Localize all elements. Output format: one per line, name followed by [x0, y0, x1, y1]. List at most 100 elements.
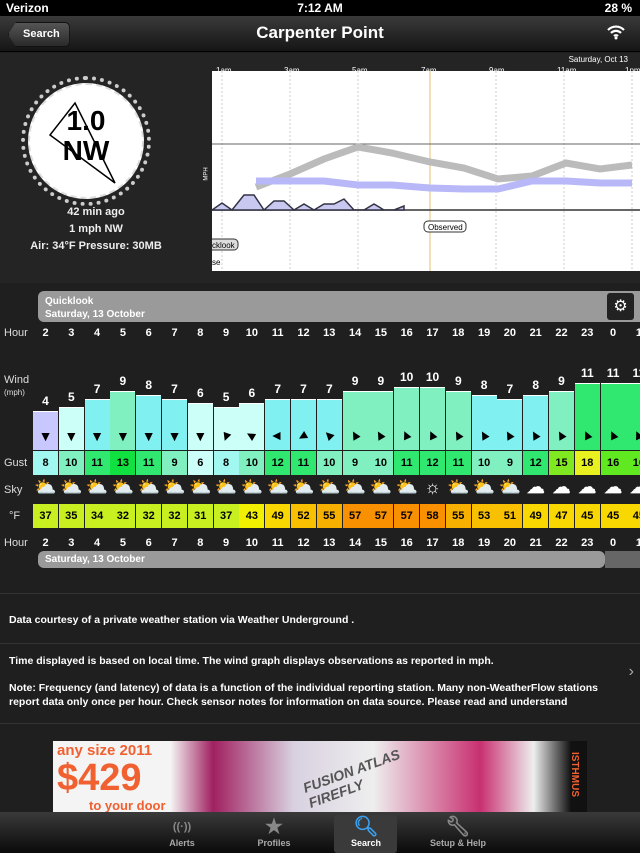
temp-cell: 51 [497, 504, 523, 528]
wind-unit-label: (mph) [4, 388, 25, 397]
scrollbar-thumb[interactable] [605, 551, 640, 568]
partly-sunny-icon: ⛅ [85, 477, 109, 497]
graph-time-label: 1pm [625, 66, 640, 75]
back-button[interactable]: Search [8, 22, 70, 47]
chevron-right-icon[interactable]: › [628, 663, 634, 680]
hour-cell: 14 [348, 327, 362, 339]
wind-graph[interactable]: Observed cklook se [207, 71, 640, 271]
hour-cell-bottom: 12 [297, 537, 310, 549]
wind-speed-value: 7 [274, 382, 282, 396]
wind-direction-arrow-icon: ▼ [193, 428, 208, 444]
wind-bar: ▼ [187, 403, 213, 450]
gust-cell: 12 [265, 451, 291, 475]
temp-cell: 47 [549, 504, 574, 528]
hour-cell: 4 [94, 327, 101, 339]
settings-gear-icon[interactable]: ⚙ [607, 293, 634, 320]
partly-sunny-icon: ⛅ [318, 477, 341, 497]
hour-cell: 21 [529, 327, 542, 339]
active-tab-highlight [334, 815, 397, 853]
mostly-cloudy-icon: ⛅ [498, 477, 522, 497]
advertisement-banner[interactable]: any size 2011 $429 to your door FUSION A… [53, 741, 587, 813]
wind-speed-value: 7 [300, 382, 307, 396]
wind-bar: ▼ [316, 399, 342, 450]
tab-search[interactable]: 🔍︎ Search [326, 814, 406, 853]
hour-cell-bottom: 22 [555, 537, 568, 549]
hour-cell: 13 [323, 327, 336, 339]
hour-cell: 9 [223, 327, 230, 339]
hour-cell: 7 [171, 327, 178, 339]
wind-direction: NW [62, 135, 110, 166]
y-axis-label: MPH [203, 167, 210, 181]
quicklook-date: Saturday, 13 October [45, 309, 145, 320]
temp-cell: 45 [574, 504, 600, 528]
hour-cell-bottom: 3 [68, 537, 75, 549]
date-scrollbar[interactable]: Saturday, 13 October [38, 551, 605, 568]
sky-label: Sky [4, 484, 23, 496]
wind-bar: ▼ [626, 383, 640, 450]
time-note: Time displayed is based on local time. T… [9, 655, 494, 667]
wind-speed-value: 8 [145, 378, 153, 392]
partly-sunny-icon: ⛅ [163, 477, 186, 497]
temp-cell: 58 [420, 504, 445, 528]
hour-cell-bottom: 18 [452, 537, 465, 549]
wind-bar: ▼ [574, 383, 600, 450]
temp-cell: 55 [445, 504, 471, 528]
wind-direction-arrow-icon: ▼ [448, 425, 469, 447]
wind-bar: ▼ [523, 395, 549, 450]
wind-bar: ▼ [213, 407, 239, 450]
wind-bar: ▼ [368, 391, 394, 450]
hour-cell-bottom: 23 [581, 537, 594, 549]
gust-cell: 10 [471, 451, 497, 475]
partly-sunny-icon: ⛅ [292, 477, 315, 497]
observed-label: Observed [428, 223, 463, 232]
wifi-icon[interactable] [606, 24, 626, 40]
data-courtesy-note[interactable]: Data courtesy of a private weather stati… [9, 614, 355, 626]
wind-direction-arrow-icon: ▼ [38, 428, 53, 444]
tab-profiles[interactable]: ★ Profiles [234, 814, 314, 853]
tab-alerts[interactable]: ((·)) Alerts [142, 814, 222, 853]
hour-cell: 20 [503, 327, 517, 339]
gust-cell: 8 [33, 451, 58, 475]
hour-cell: 12 [297, 327, 310, 339]
temp-cell: 45 [600, 504, 626, 528]
wind-bar: ▼ [420, 387, 445, 450]
hour-cell-bottom: 0 [610, 537, 617, 549]
gust-cell: 11 [394, 451, 420, 475]
hour-cell-bottom: 14 [348, 537, 362, 549]
last-updated: 42 min ago [67, 206, 125, 218]
cloudy-icon: ☁ [604, 477, 623, 497]
wind-speed-value: 9 [454, 374, 462, 388]
wind-speed-value: 9 [351, 374, 359, 388]
gust-cell: 10 [368, 451, 394, 475]
hour-cell: 6 [145, 327, 152, 339]
wind-forecast-line [256, 177, 632, 193]
hour-cell: 5 [119, 327, 126, 339]
wind-direction-arrow-icon: ▼ [90, 428, 105, 444]
wifi-icon: ((·)) [172, 821, 192, 833]
temp-cell: 57 [368, 504, 394, 528]
gust-cell: 15 [549, 451, 574, 475]
partly-sunny-icon: ⛅ [60, 477, 83, 497]
wind-speed-value: 7 [506, 382, 514, 396]
wind-speed-value: 10 [425, 370, 440, 384]
star-icon: ★ [265, 816, 283, 838]
current-conditions-panel: 1.0 NW 42 min ago 1 mph NW Air: 34°F Pre… [0, 53, 640, 283]
page-title: Carpenter Point [256, 23, 384, 42]
temp-cell: 55 [316, 504, 342, 528]
partly-sunny-icon: ⛅ [34, 477, 57, 497]
gust-cell: 6 [187, 451, 213, 475]
wind-speed-value: 9 [377, 374, 385, 388]
graph-time-label: 3am [284, 66, 300, 75]
graph-time-label: 5am [352, 66, 368, 75]
hour-cell-bottom: 19 [477, 537, 491, 549]
wind-bar: ▼ [33, 411, 58, 450]
ad-line3: to your door [89, 798, 166, 813]
wind-speed-value: 4 [42, 394, 49, 408]
graph-time-label: 11am [557, 66, 576, 75]
partly-sunny-icon: ⛅ [189, 477, 212, 497]
temp-cell: 32 [162, 504, 187, 528]
tab-setup-help[interactable]: 🔧︎ Setup & Help [418, 814, 498, 853]
wind-bar: ▼ [471, 395, 497, 450]
hour-cell-bottom: 9 [223, 537, 230, 549]
wind-direction-arrow-icon: ▼ [397, 425, 417, 447]
